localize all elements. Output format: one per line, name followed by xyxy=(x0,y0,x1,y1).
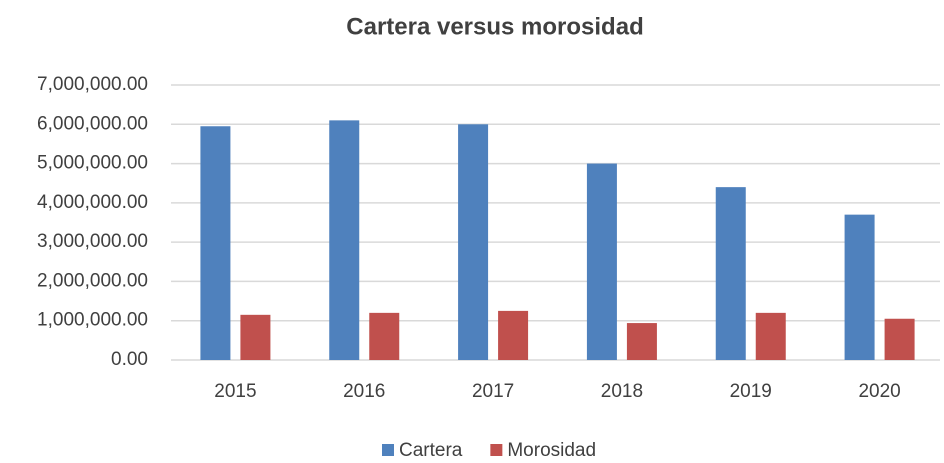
bar xyxy=(498,310,529,360)
bar xyxy=(200,126,231,360)
legend-swatch xyxy=(490,444,503,456)
x-tick-label: 2020 xyxy=(858,381,900,402)
legend-label: Morosidad xyxy=(507,440,596,461)
legend-label: Cartera xyxy=(399,440,463,461)
x-tick-label: 2015 xyxy=(214,381,256,402)
y-tick-label: 1,000,000.00 xyxy=(37,310,148,331)
y-tick-label: 3,000,000.00 xyxy=(37,231,148,252)
y-tick-label: 4,000,000.00 xyxy=(37,192,148,213)
y-tick-label: 5,000,000.00 xyxy=(37,153,148,174)
x-tick-label: 2019 xyxy=(730,381,772,402)
y-tick-label: 2,000,000.00 xyxy=(37,270,148,291)
chart-title: Cartera versus morosidad xyxy=(346,13,643,40)
legend-swatch xyxy=(382,444,394,456)
y-tick-label: 7,000,000.00 xyxy=(37,74,148,95)
bar xyxy=(884,318,915,360)
y-tick-label: 6,000,000.00 xyxy=(37,113,148,134)
bar xyxy=(715,187,746,360)
x-tick-label: 2016 xyxy=(343,381,385,402)
bar xyxy=(458,124,489,361)
bar xyxy=(626,323,657,360)
x-tick-label: 2018 xyxy=(601,381,643,402)
bar xyxy=(755,312,786,360)
bar xyxy=(369,312,400,360)
bar xyxy=(329,120,360,360)
bar xyxy=(844,214,875,360)
y-tick-label: 0.00 xyxy=(111,349,148,370)
bar xyxy=(586,163,617,360)
x-tick-label: 2017 xyxy=(472,381,514,402)
bar xyxy=(240,314,271,360)
